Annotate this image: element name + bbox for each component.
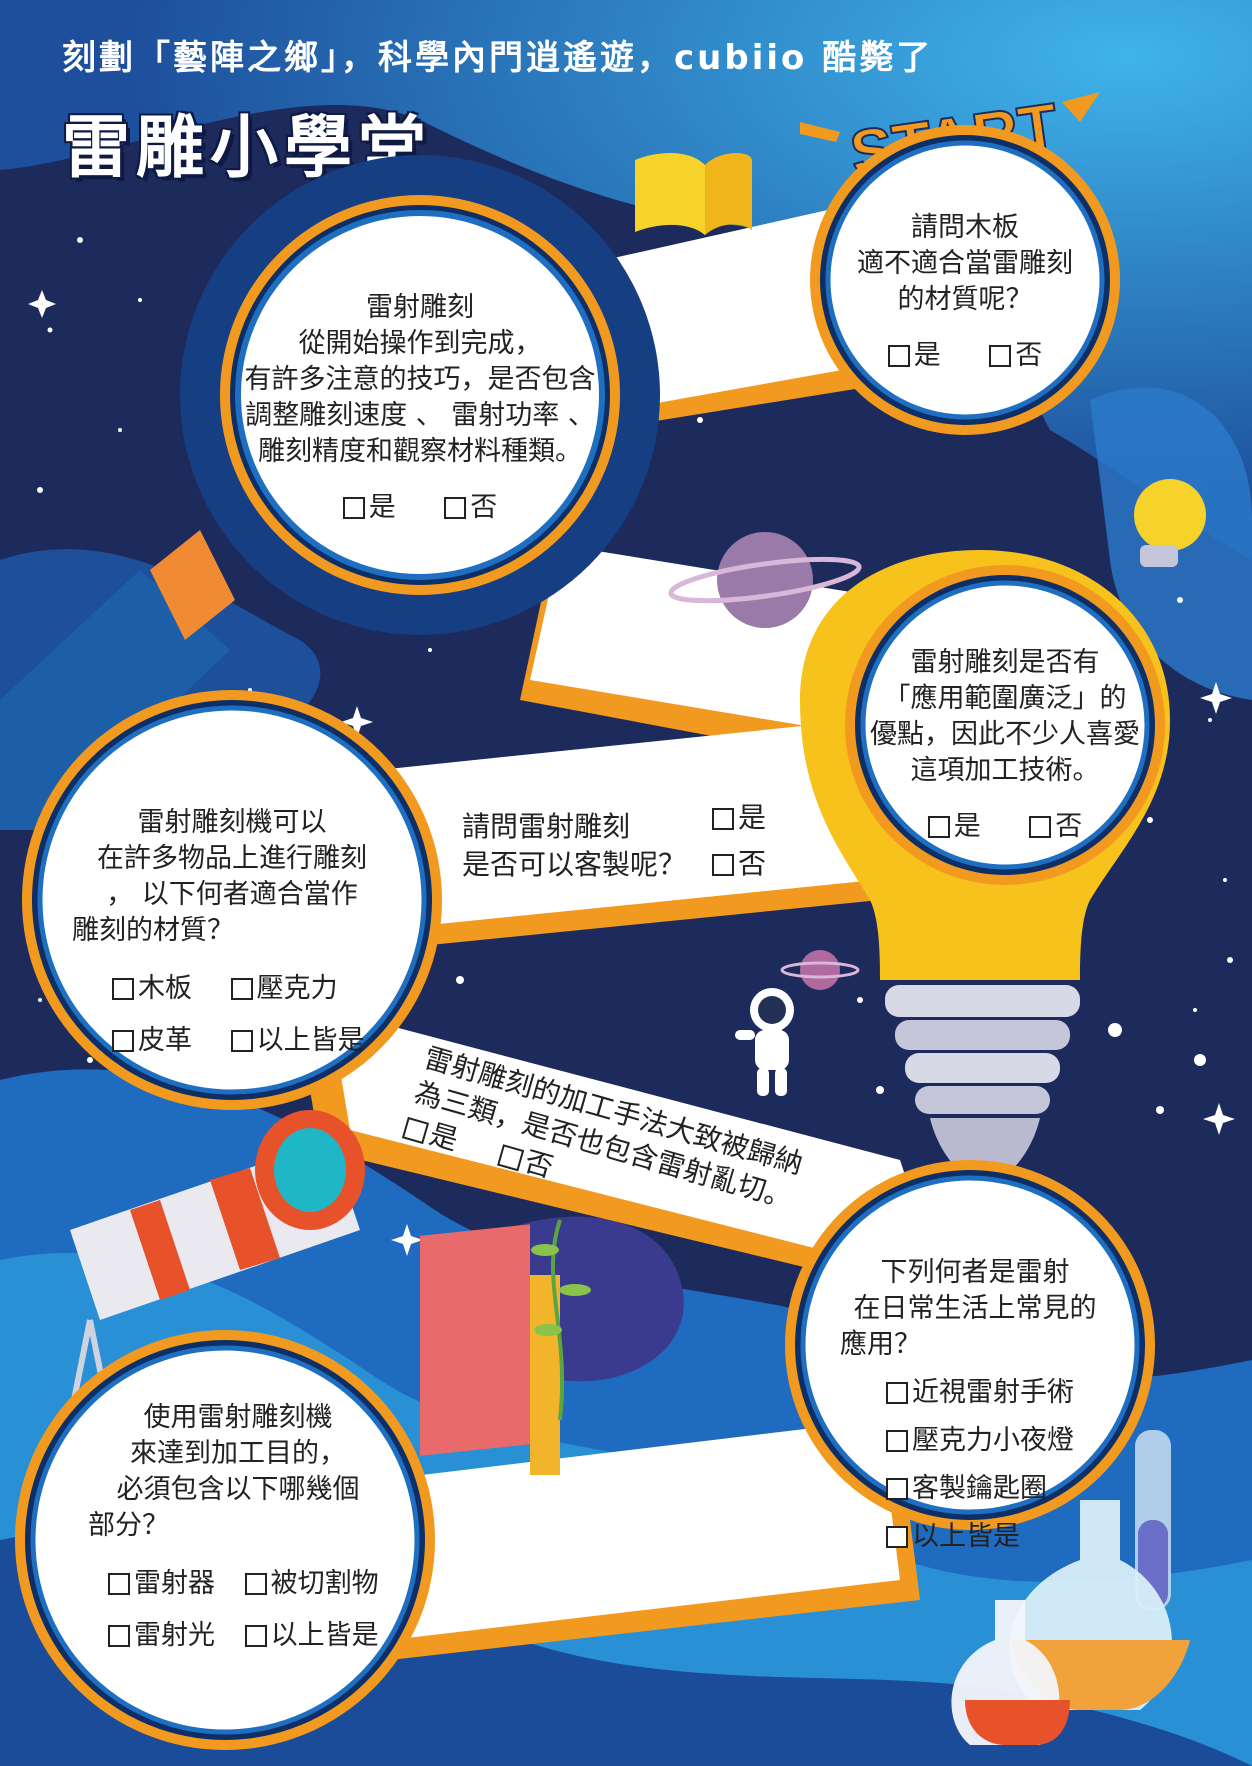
- q1-option-yes[interactable]: 是: [887, 338, 941, 374]
- question-3-line-2: 「應用範圍廣泛」的: [883, 683, 1127, 714]
- q7-option-lasik[interactable]: 近視雷射手術: [886, 1369, 1074, 1417]
- checkbox-icon[interactable]: [712, 808, 734, 830]
- q7-option-all[interactable]: 以上皆是: [886, 1513, 1020, 1561]
- checkbox-icon[interactable]: [230, 978, 253, 1000]
- question-5-line-3: ， 以下何者適合當作: [106, 879, 358, 910]
- question-2-line-5: 雕刻精度和觀察材料種類。: [258, 436, 582, 467]
- open-book-plant-icon: [420, 1216, 684, 1475]
- checkbox-icon[interactable]: [444, 497, 467, 519]
- question-2-line-1: 雷射雕刻: [366, 292, 474, 323]
- poster-subtitle: 刻劃「藝陣之鄉」，科學內門逍遙遊，cubiio 酷斃了: [62, 38, 934, 78]
- question-4-options: 是 否: [712, 795, 766, 887]
- q2-option-yes[interactable]: 是: [342, 490, 396, 526]
- question-5: 雷射雕刻機可以 在許多物品上進行雕刻 ， 以下何者適合當作 雕刻的材質？ 木板 …: [72, 805, 392, 1067]
- question-7-line-1: 下列何者是雷射: [880, 1257, 1070, 1288]
- q5-option-wood[interactable]: 木板: [112, 963, 222, 1015]
- question-5-line-4: 雕刻的材質？: [72, 915, 234, 946]
- question-2: 雷射雕刻 從開始操作到完成， 有許多注意的技巧，是否包含 調整雕刻速度 、 雷射…: [240, 290, 600, 526]
- checkbox-icon[interactable]: [887, 345, 910, 367]
- checkbox-icon[interactable]: [108, 1573, 130, 1595]
- checkbox-icon[interactable]: [886, 1430, 908, 1452]
- question-4-line-1: 請問雷射雕刻: [462, 810, 631, 843]
- question-7-line-3: 應用？: [840, 1329, 921, 1360]
- question-7-line-2: 在日常生活上常見的: [853, 1293, 1097, 1324]
- q5-option-acrylic[interactable]: 壓克力: [230, 963, 338, 1015]
- checkbox-icon[interactable]: [230, 1030, 253, 1052]
- q8-option-workpiece[interactable]: 被切割物: [244, 1558, 379, 1610]
- start-banner: START: [800, 92, 1100, 182]
- q7-option-keychain[interactable]: 客製鑰匙圈: [886, 1465, 1047, 1513]
- book-icon: [635, 153, 752, 235]
- checkbox-icon[interactable]: [244, 1573, 267, 1595]
- question-1-line-2: 適不適合當雷雕刻: [857, 248, 1073, 279]
- question-8: 使用雷射雕刻機 來達到加工目的， 必須包含以下哪幾個 部分？ 雷射器 被切割物 …: [88, 1400, 388, 1662]
- question-1: 請問木板 適不適合當雷雕刻 的材質呢？ 是 否: [835, 210, 1095, 374]
- checkbox-icon[interactable]: [712, 854, 734, 876]
- checkbox-icon[interactable]: [886, 1526, 908, 1548]
- question-2-line-3: 有許多注意的技巧，是否包含: [244, 364, 596, 395]
- question-2-line-2: 從開始操作到完成，: [298, 328, 542, 359]
- checkbox-icon[interactable]: [886, 1382, 908, 1404]
- checkbox-icon[interactable]: [886, 1478, 908, 1500]
- poster-title: 雷雕小學堂: [62, 109, 433, 188]
- checkbox-icon[interactable]: [496, 1144, 525, 1172]
- question-1-line-3: 的材質呢？: [897, 284, 1033, 315]
- q7-option-night-light[interactable]: 壓克力小夜燈: [886, 1417, 1074, 1465]
- small-bulb-icon: [1134, 479, 1206, 567]
- question-8-line-2: 來達到加工目的，: [130, 1438, 346, 1469]
- q3-option-yes[interactable]: 是: [927, 809, 981, 845]
- checkbox-icon[interactable]: [401, 1116, 430, 1145]
- q5-option-leather[interactable]: 皮革: [112, 1015, 222, 1067]
- q3-option-no[interactable]: 否: [1029, 809, 1082, 845]
- q8-option-laser[interactable]: 雷射器: [108, 1558, 236, 1610]
- question-7: 下列何者是雷射 在日常生活上常見的 應用？ 近視雷射手術 壓克力小夜燈 客製鑰匙…: [840, 1255, 1110, 1561]
- checkbox-icon[interactable]: [112, 1030, 134, 1052]
- checkbox-icon[interactable]: [1029, 816, 1052, 838]
- question-4-line-2: 是否可以客製呢？: [462, 848, 687, 881]
- question-5-line-1: 雷射雕刻機可以: [137, 807, 327, 838]
- question-4: 請問雷射雕刻 是否可以客製呢？: [462, 808, 686, 884]
- question-3-line-3: 優點，因此不少人喜愛: [870, 719, 1140, 750]
- question-8-line-4: 部分？: [88, 1510, 169, 1541]
- question-1-line-1: 請問木板: [911, 212, 1019, 243]
- q5-option-all[interactable]: 以上皆是: [230, 1015, 365, 1067]
- question-3-line-1: 雷射雕刻是否有: [910, 647, 1100, 678]
- q2-option-no[interactable]: 否: [444, 490, 497, 526]
- checkbox-icon[interactable]: [108, 1625, 130, 1647]
- q8-option-laser-light[interactable]: 雷射光: [108, 1610, 236, 1662]
- question-3-line-4: 這項加工技術。: [910, 755, 1100, 786]
- start-label: START: [846, 92, 1063, 182]
- q1-option-no[interactable]: 否: [989, 338, 1042, 374]
- q4-option-no[interactable]: 否: [712, 841, 766, 887]
- question-2-line-4: 調整雕刻速度 、 雷射功率 、: [245, 400, 595, 431]
- astronaut-icon: [735, 988, 794, 1096]
- checkbox-icon[interactable]: [989, 345, 1012, 367]
- question-8-line-1: 使用雷射雕刻機: [143, 1402, 333, 1433]
- telescope-icon: [67, 1110, 365, 1421]
- checkbox-icon[interactable]: [244, 1625, 267, 1647]
- question-5-line-2: 在許多物品上進行雕刻: [97, 843, 367, 874]
- question-8-line-3: 必須包含以下哪幾個: [116, 1474, 360, 1505]
- question-3: 雷射雕刻是否有 「應用範圍廣泛」的 優點，因此不少人喜愛 這項加工技術。 是 否: [860, 645, 1150, 845]
- checkbox-icon[interactable]: [112, 978, 134, 1000]
- checkbox-icon[interactable]: [927, 816, 950, 838]
- q8-option-all[interactable]: 以上皆是: [244, 1610, 379, 1662]
- checkbox-icon[interactable]: [342, 497, 365, 519]
- q4-option-yes[interactable]: 是: [712, 795, 766, 841]
